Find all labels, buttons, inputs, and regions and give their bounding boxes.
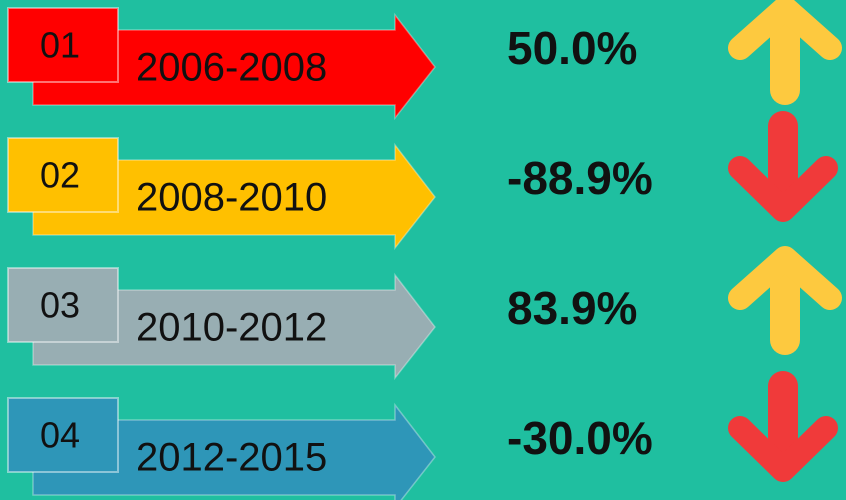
- row: 03 2010-2012 83.9%: [7, 267, 637, 381]
- change-label: -30.0%: [507, 412, 653, 464]
- row: 02 2008-2010 -88.9%: [7, 137, 653, 251]
- number-box: [7, 397, 119, 473]
- period-arrow: [32, 402, 436, 500]
- period-arrow: [32, 12, 436, 121]
- number-box: [7, 267, 119, 343]
- up-arrow: [728, 246, 842, 355]
- number-box: [7, 7, 119, 83]
- row-number: 01: [40, 25, 80, 66]
- period-label: 2012-2015: [136, 436, 327, 480]
- up-arrow: [728, 0, 842, 105]
- row: 01 2006-2008 50.0%: [7, 7, 637, 121]
- down-arrow: [728, 111, 838, 222]
- rows: 01 2006-2008 50.0% 02 2008-2010 -88.9% 03 2010-…: [7, 7, 653, 500]
- row-number: 02: [40, 155, 80, 196]
- down-arrow: [728, 371, 838, 482]
- row: 04 2012-2015 -30.0%: [7, 397, 653, 500]
- change-label: 83.9%: [507, 282, 637, 334]
- change-label: -88.9%: [507, 152, 653, 204]
- period-label: 2008-2010: [136, 176, 327, 220]
- period-arrow: [32, 142, 436, 251]
- change-label: 50.0%: [507, 22, 637, 74]
- row-number: 03: [40, 285, 80, 326]
- period-label: 2006-2008: [136, 46, 327, 90]
- period-arrow: [32, 272, 436, 381]
- row-number: 04: [40, 415, 80, 456]
- number-box: [7, 137, 119, 213]
- period-label: 2010-2012: [136, 306, 327, 350]
